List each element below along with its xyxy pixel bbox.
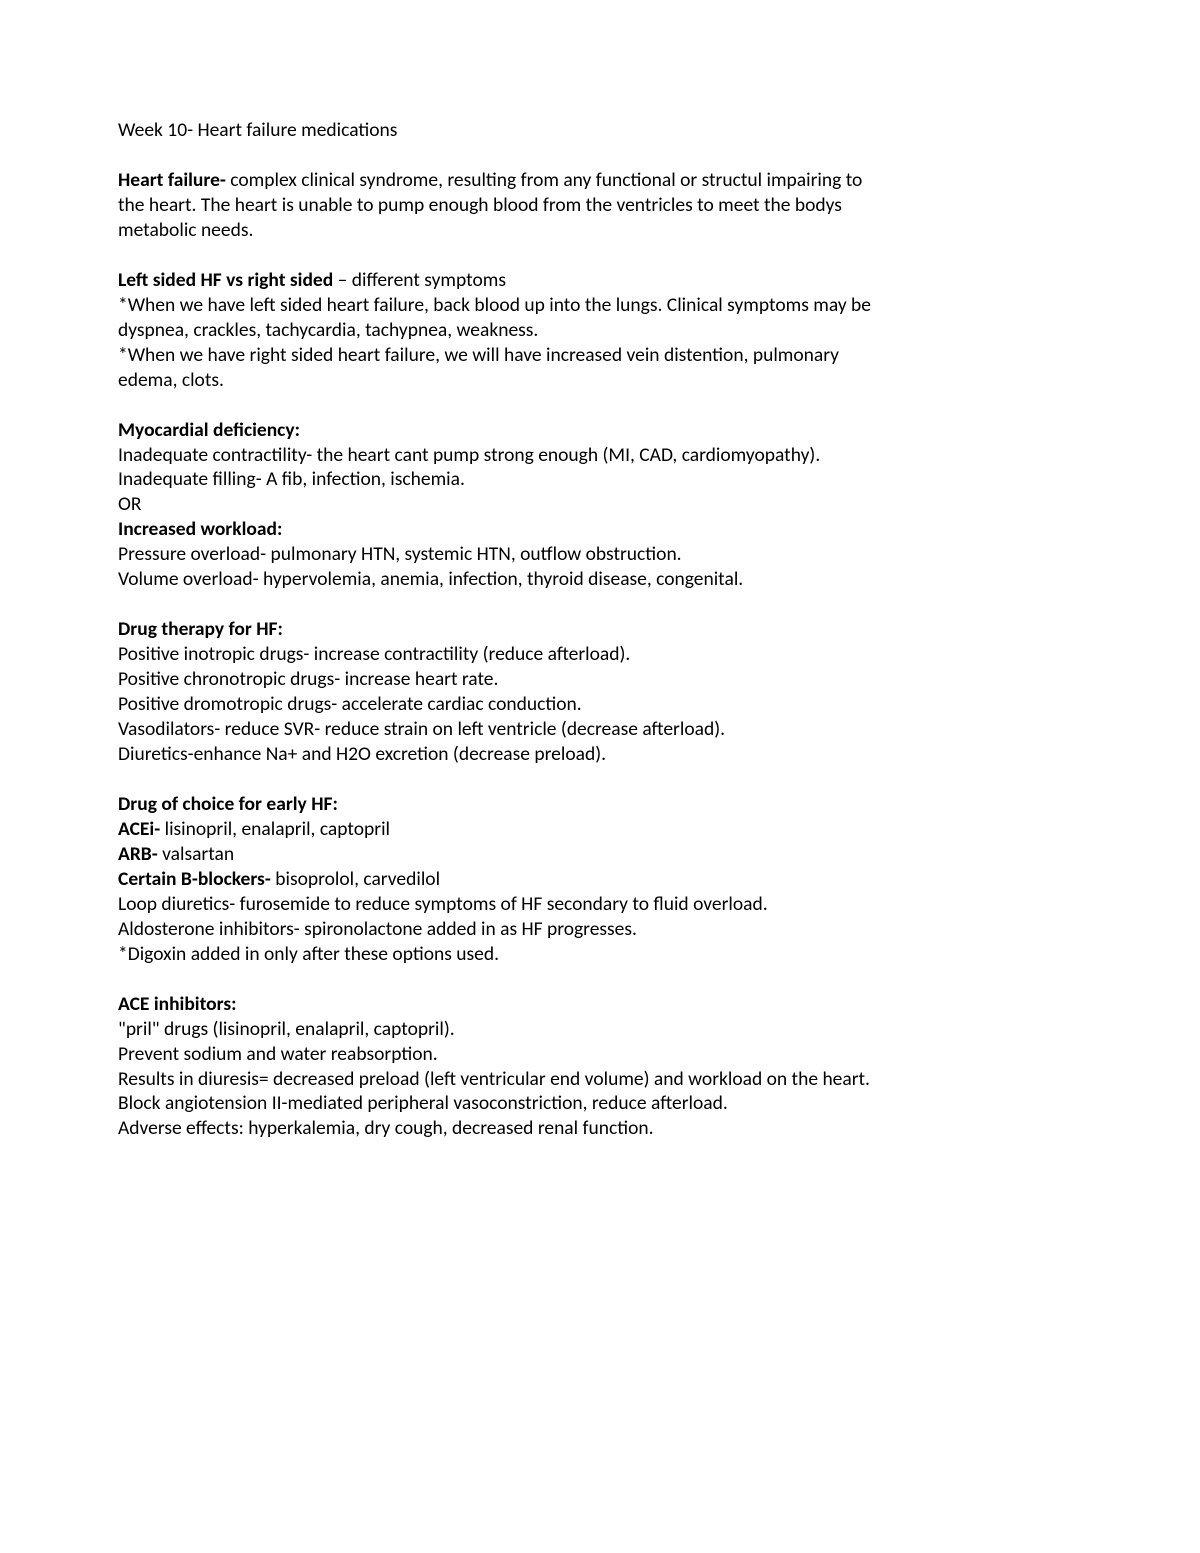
term-rest: bisoprolol, carvedilol (271, 867, 440, 891)
text-line: Loop diuretics- furosemide to reduce sym… (118, 892, 1082, 917)
text-line: Vasodilators- reduce SVR- reduce strain … (118, 717, 1082, 742)
term-bold: ACEi- (118, 817, 160, 841)
early-hf-block: Drug of choice for early HF: ACEi- lisin… (118, 792, 1082, 967)
title-block: Week 10- Heart failure medications (118, 118, 1082, 143)
text-line: Positive dromotropic drugs- accelerate c… (118, 692, 1082, 717)
term-bold: Heart failure- (118, 168, 226, 192)
term-rest: complex clinical syndrome, resulting fro… (226, 168, 862, 192)
text-line: "pril" drugs (lisinopril, enalapril, cap… (118, 1017, 1082, 1042)
text-line: Pressure overload- pulmonary HTN, system… (118, 542, 1082, 567)
section-heading: ACE inhibitors: (118, 992, 1082, 1017)
text-line: ARB- valsartan (118, 842, 1082, 867)
term-rest: valsartan (158, 842, 234, 866)
text-line: metabolic needs. (118, 218, 1082, 243)
text-line: Results in diuresis= decreased preload (… (118, 1067, 1082, 1092)
ace-inhibitors-block: ACE inhibitors: "pril" drugs (lisinopril… (118, 992, 1082, 1142)
text-line: Positive chronotropic drugs- increase he… (118, 667, 1082, 692)
text-line: Block angiotension II-mediated periphera… (118, 1091, 1082, 1116)
text-line: Adverse effects: hyperkalemia, dry cough… (118, 1116, 1082, 1141)
text-line: Diuretics-enhance Na+ and H2O excretion … (118, 742, 1082, 767)
term-bold: ARB- (118, 842, 158, 866)
heading-rest: – different symptoms (333, 268, 506, 292)
text-line: Positive inotropic drugs- increase contr… (118, 642, 1082, 667)
text-line: OR (118, 492, 1082, 517)
text-line: *When we have right sided heart failure,… (118, 343, 1082, 368)
text-line: Left sided HF vs right sided – different… (118, 268, 1082, 293)
text-line: Volume overload- hypervolemia, anemia, i… (118, 567, 1082, 592)
text-line: Heart failure- complex clinical syndrome… (118, 168, 1082, 193)
section-heading: Increased workload: (118, 517, 1082, 542)
drug-therapy-block: Drug therapy for HF: Positive inotropic … (118, 617, 1082, 767)
text-line: *Digoxin added in only after these optio… (118, 942, 1082, 967)
text-line: ACEi- lisinopril, enalapril, captopril (118, 817, 1082, 842)
term-rest: lisinopril, enalapril, captopril (160, 817, 390, 841)
text-line: Inadequate filling- A fib, infection, is… (118, 467, 1082, 492)
text-line: Prevent sodium and water reabsorption. (118, 1042, 1082, 1067)
text-line: the heart. The heart is unable to pump e… (118, 193, 1082, 218)
left-right-hf: Left sided HF vs right sided – different… (118, 268, 1082, 393)
text-line: edema, clots. (118, 368, 1082, 393)
myocardial-block: Myocardial deficiency: Inadequate contra… (118, 418, 1082, 593)
text-line: Certain B-blockers- bisoprolol, carvedil… (118, 867, 1082, 892)
section-heading: Myocardial deficiency: (118, 418, 1082, 443)
text-line: Inadequate contractility- the heart cant… (118, 443, 1082, 468)
section-heading: Drug of choice for early HF: (118, 792, 1082, 817)
text-line: Aldosterone inhibitors- spironolactone a… (118, 917, 1082, 942)
text-line: *When we have left sided heart failure, … (118, 293, 1082, 318)
term-bold: Certain B-blockers- (118, 867, 271, 891)
text-line: dyspnea, crackles, tachycardia, tachypne… (118, 318, 1082, 343)
page-title: Week 10- Heart failure medications (118, 118, 1082, 143)
section-heading: Drug therapy for HF: (118, 617, 1082, 642)
document-page: Week 10- Heart failure medications Heart… (0, 0, 1200, 1553)
heading-bold: Left sided HF vs right sided (118, 268, 333, 292)
hf-definition: Heart failure- complex clinical syndrome… (118, 168, 1082, 243)
